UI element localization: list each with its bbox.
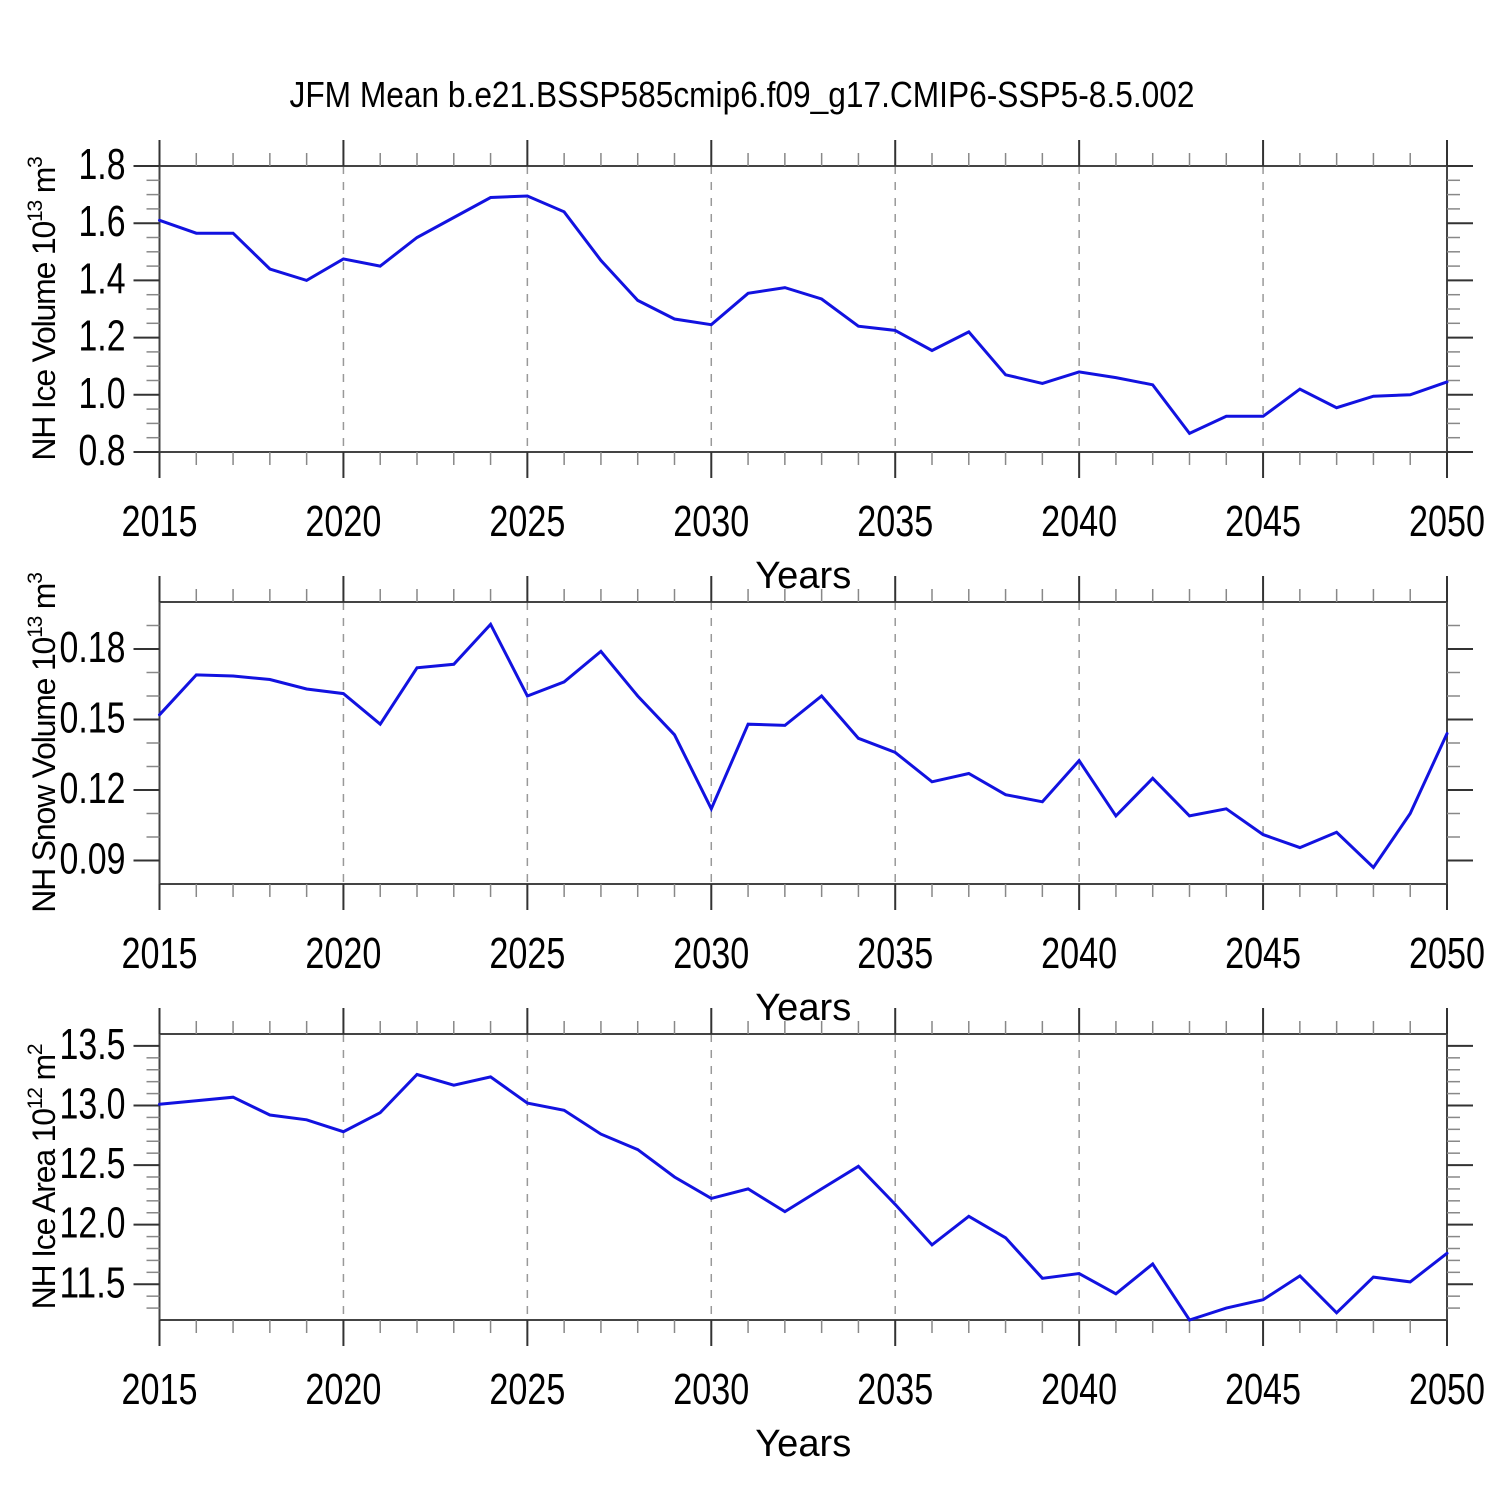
y-tick-label: 11.5 bbox=[60, 1258, 126, 1307]
x-axis-title: Years bbox=[755, 555, 851, 597]
x-tick-label: 2050 bbox=[1409, 929, 1485, 978]
plot-frame bbox=[158, 601, 1448, 885]
x-tick-label: 2020 bbox=[305, 1365, 381, 1414]
data-line-nh-ice-area bbox=[158, 1072, 1449, 1322]
panel-nh-ice-area: 11.5 12.0 12.5 13.0 13.5 2015 2020 2025 2030 2035… bbox=[60, 1008, 1485, 1465]
x-tick-label: 2040 bbox=[1041, 1365, 1117, 1414]
y-tick-label: 1.4 bbox=[79, 254, 126, 303]
y-tick-label: 0.09 bbox=[60, 835, 126, 884]
x-tick-label: 2045 bbox=[1225, 497, 1301, 546]
x-tick-label: 2050 bbox=[1409, 497, 1485, 546]
y-tick-label: 0.18 bbox=[60, 623, 126, 672]
data-line-nh-snow-volume bbox=[158, 621, 1449, 870]
panel-nh-snow-volume: 0.09 0.12 0.15 0.18 2015 2020 2025 2030 2035 2040… bbox=[60, 576, 1485, 1029]
x-tick-label: 2025 bbox=[489, 929, 565, 978]
x-tick-label: 2030 bbox=[673, 497, 749, 546]
y-tick-label: 1.6 bbox=[79, 197, 126, 246]
x-axis-title: Years bbox=[755, 987, 851, 1029]
x-tick-label: 2050 bbox=[1409, 1365, 1485, 1414]
plot-frame bbox=[158, 165, 1448, 453]
x-tick-label: 2030 bbox=[673, 929, 749, 978]
plot-frame bbox=[158, 1033, 1448, 1321]
x-tick-label: 2045 bbox=[1225, 929, 1301, 978]
x-tick-label: 2025 bbox=[489, 497, 565, 546]
x-tick-label: 2035 bbox=[857, 497, 933, 546]
x-tick-label: 2035 bbox=[857, 929, 933, 978]
x-tick-label: 2015 bbox=[122, 929, 198, 978]
x-axis-title: Years bbox=[755, 1423, 851, 1465]
y-tick-label: 13.5 bbox=[60, 1020, 126, 1069]
chart-title: JFM Mean b.e21.BSSP585cmip6.f09_g17.CMIP… bbox=[290, 74, 1195, 115]
x-tick-label: 2035 bbox=[857, 1365, 933, 1414]
y-axis-title-ice-area: NH Ice Area 1012 m2 bbox=[24, 1044, 62, 1309]
y-tick-label: 0.8 bbox=[79, 426, 126, 475]
x-tick-label: 2020 bbox=[305, 929, 381, 978]
y-tick-label: 1.0 bbox=[79, 369, 126, 418]
panels: 0.8 1.0 1.2 1.4 1.6 1.8 2015 2020 2025 2030 2035 20… bbox=[60, 140, 1485, 1465]
y-tick-label: 12.0 bbox=[60, 1199, 126, 1248]
y-tick-label: 1.2 bbox=[79, 312, 126, 361]
x-tick-label: 2015 bbox=[122, 497, 198, 546]
y-tick-label: 13.0 bbox=[60, 1080, 126, 1129]
y-tick-label: 0.12 bbox=[60, 764, 126, 813]
x-tick-label: 2020 bbox=[305, 497, 381, 546]
x-tick-label: 2025 bbox=[489, 1365, 565, 1414]
x-tick-label: 2015 bbox=[122, 1365, 198, 1414]
x-tick-label: 2030 bbox=[673, 1365, 749, 1414]
y-axis-title-ice-volume: NH Ice Volume 1013 m3 bbox=[24, 157, 62, 461]
y-tick-label: 0.15 bbox=[60, 694, 126, 743]
data-line-nh-ice-volume bbox=[158, 194, 1449, 436]
x-tick-label: 2040 bbox=[1041, 929, 1117, 978]
panel-nh-ice-volume: 0.8 1.0 1.2 1.4 1.6 1.8 2015 2020 2025 2030 2035 20… bbox=[79, 140, 1485, 597]
y-tick-label: 1.8 bbox=[79, 140, 126, 189]
y-tick-label: 12.5 bbox=[60, 1139, 126, 1188]
y-axis-title-snow-volume: NH Snow Volume 1013 m3 bbox=[24, 573, 62, 913]
x-tick-label: 2040 bbox=[1041, 497, 1117, 546]
x-tick-label: 2045 bbox=[1225, 1365, 1301, 1414]
